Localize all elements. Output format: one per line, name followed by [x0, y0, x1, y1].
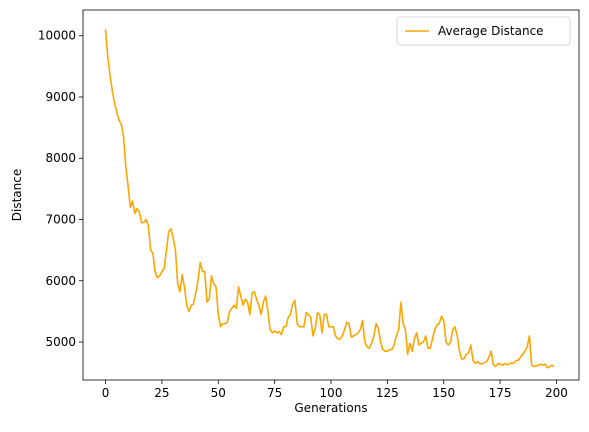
x-tick-label: 150	[432, 386, 455, 400]
plot-frame	[82, 9, 580, 381]
legend-label: Average Distance	[438, 24, 544, 38]
x-tick-label: 25	[154, 386, 169, 400]
x-tick-label: 50	[211, 386, 226, 400]
series-line-average-distance	[104, 29, 555, 369]
x-tick-label: 100	[320, 386, 343, 400]
y-tick-label: 6000	[45, 274, 76, 288]
y-tick-label: 8000	[45, 151, 76, 165]
x-tick-label: 0	[102, 386, 110, 400]
x-tick-label: 125	[376, 386, 399, 400]
x-tick-label: 75	[267, 386, 282, 400]
x-axis-label: Generations	[294, 401, 367, 415]
legend: Average Distance	[396, 16, 571, 46]
plot-area	[82, 9, 580, 381]
series-layer	[104, 29, 555, 369]
y-tick-label: 5000	[45, 335, 76, 349]
x-tick-label: 200	[545, 386, 568, 400]
x-axis: 0 25 50 75 100 125 150 175 200	[102, 380, 568, 400]
y-axis-label: Distance	[10, 169, 24, 221]
legend-box	[396, 16, 571, 46]
x-tick-label: 175	[489, 386, 512, 400]
y-axis: 5000 6000 7000 8000 9000 10000	[38, 29, 83, 349]
y-tick-label: 9000	[45, 90, 76, 104]
y-tick-label: 10000	[38, 29, 76, 43]
y-tick-label: 7000	[45, 213, 76, 227]
